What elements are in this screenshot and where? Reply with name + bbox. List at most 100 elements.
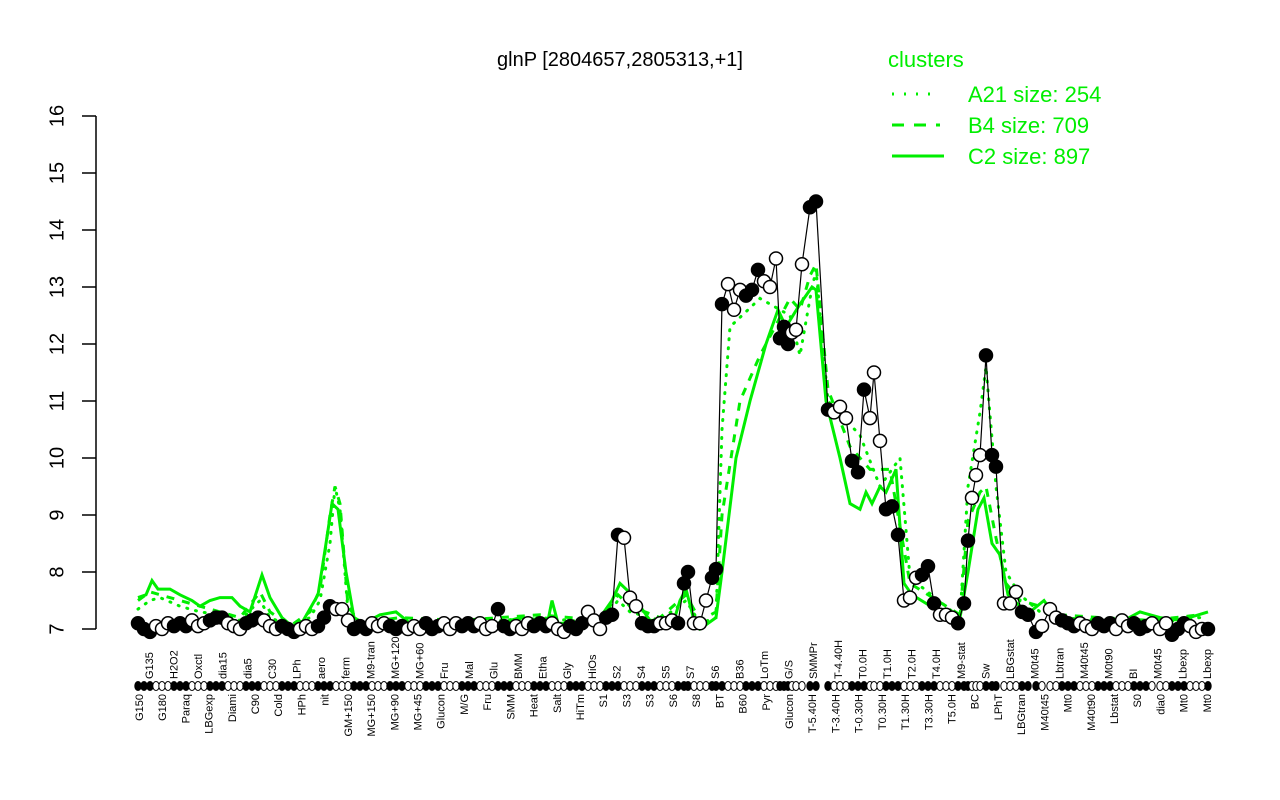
y-tick-label: 9 <box>46 509 68 520</box>
x-tick-label: Salt <box>552 694 564 713</box>
condition-marker <box>812 681 820 691</box>
x-tick-label: S3 <box>622 694 634 707</box>
data-point <box>956 596 972 611</box>
condition-marker <box>458 681 466 691</box>
condition-marker <box>320 681 328 691</box>
x-tick-label: aero <box>316 657 328 679</box>
condition-marker <box>200 681 208 691</box>
x-tick-label: S4 <box>636 666 648 679</box>
data-point <box>1002 596 1018 611</box>
x-tick-label: G150 <box>134 694 146 721</box>
data-point <box>926 596 942 611</box>
condition-marker <box>674 681 682 691</box>
x-tick-label: S3 <box>645 694 657 707</box>
x-tick-label: S5 <box>661 666 673 679</box>
x-tick-label: ferm <box>341 657 353 679</box>
condition-marker <box>572 681 580 691</box>
x-tick-label: H2O2 <box>169 650 181 679</box>
condition-marker <box>302 681 310 691</box>
data-point <box>978 348 994 363</box>
condition-marker <box>512 681 520 691</box>
condition-marker <box>170 681 178 691</box>
x-tick-label: BI <box>1128 669 1140 679</box>
x-tick-label: Heat <box>529 694 541 717</box>
x-tick-label: Mt0 <box>1202 694 1214 712</box>
condition-marker <box>452 681 460 691</box>
data-point <box>720 276 736 292</box>
condition-marker <box>930 681 938 691</box>
condition-marker <box>428 681 436 691</box>
data-point <box>490 601 506 617</box>
condition-marker <box>578 681 586 691</box>
x-tick-label: LPh <box>292 659 304 679</box>
x-tick-label: Mt0 <box>1063 694 1075 712</box>
x-labels-bottom: G150 G180 Paraq LBGexp Diami C90 Cold HPh nit GM+… <box>134 694 1214 737</box>
condition-marker <box>662 681 670 691</box>
condition-marker <box>248 681 256 691</box>
condition-marker <box>212 681 220 691</box>
y-tick-label: 10 <box>46 447 68 469</box>
data-markers <box>130 194 1216 642</box>
x-tick-label: M0t45 <box>1153 648 1165 679</box>
condition-marker <box>712 681 720 691</box>
y-tick-label: 15 <box>46 162 68 184</box>
condition-marker <box>266 681 274 691</box>
x-tick-label: Glucon <box>784 694 796 729</box>
condition-marker <box>1006 681 1014 691</box>
condition-marker <box>446 681 454 691</box>
condition-marker <box>948 681 956 691</box>
condition-marker <box>506 681 514 691</box>
condition-marker <box>748 681 756 691</box>
y-tick-label: 7 <box>46 623 68 634</box>
condition-marker <box>1130 681 1138 691</box>
y-tick-label: 12 <box>46 333 68 355</box>
condition-marker <box>530 681 538 691</box>
data-point <box>850 465 866 480</box>
x-tick-label: T-5.40H <box>807 694 819 733</box>
condition-marker <box>900 681 908 691</box>
condition-marker <box>146 681 154 691</box>
condition-marker <box>1052 681 1060 691</box>
condition-marker <box>1148 681 1156 691</box>
data-point <box>856 382 872 397</box>
x-tick-label: T5.0H <box>947 694 959 724</box>
x-tick-label: S2 <box>611 666 623 679</box>
data-point <box>670 616 686 631</box>
y-tick-label: 14 <box>46 219 68 241</box>
condition-marker <box>742 681 750 691</box>
condition-marker <box>1032 681 1040 691</box>
data-point <box>808 194 824 209</box>
x-tick-label: HPh <box>296 694 308 715</box>
condition-marker <box>730 681 738 691</box>
condition-marker <box>278 681 286 691</box>
x-tick-label: GM+150 <box>343 694 355 737</box>
series-b4-line <box>137 259 1201 628</box>
condition-marker <box>1024 681 1032 691</box>
condition-marker <box>1038 681 1046 691</box>
condition-marker <box>224 681 232 691</box>
condition-marker <box>416 681 424 691</box>
x-tick-label: dia5 <box>242 658 254 679</box>
data-point <box>768 251 784 266</box>
data-point <box>890 527 906 543</box>
condition-marker <box>1204 681 1212 691</box>
condition-marker <box>1186 681 1194 691</box>
x-tick-label: Lbexp <box>1202 649 1214 679</box>
x-tick-label: G/S <box>784 660 796 679</box>
condition-marker <box>1106 681 1114 691</box>
data-point <box>1158 616 1174 631</box>
condition-marker <box>584 681 592 691</box>
x-tick-label: G180 <box>157 694 169 721</box>
condition-marker <box>422 681 430 691</box>
condition-marker <box>1180 681 1188 691</box>
data-point <box>604 607 620 623</box>
chart-title: glnP [2804657,2805313,+1] <box>497 49 743 71</box>
x-tick-label: T1.30H <box>900 694 912 730</box>
condition-marker <box>860 681 868 691</box>
condition-marker <box>350 681 358 691</box>
x-tick-label: Fru <box>439 663 451 680</box>
condition-marker <box>194 681 202 691</box>
condition-marker <box>766 681 774 691</box>
series-c2-line <box>137 284 1209 632</box>
